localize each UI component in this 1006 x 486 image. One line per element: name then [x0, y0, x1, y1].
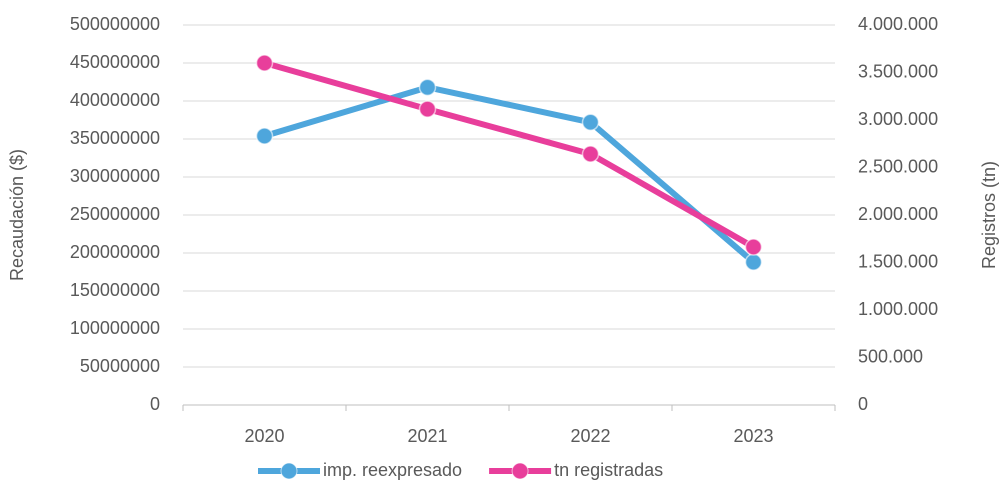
series-marker [255, 127, 274, 145]
x-tick-label: 2020 [244, 426, 284, 446]
y2-tick-label: 1.000.000 [858, 299, 938, 319]
y2-tick-label: 3.000.000 [858, 109, 938, 129]
x-tick-label: 2022 [570, 426, 610, 446]
legend-marker [511, 462, 529, 480]
y-tick-label: 100000000 [70, 318, 160, 338]
y-axis-label: Recaudación ($) [7, 149, 27, 281]
y-tick-label: 350000000 [70, 128, 160, 148]
y-tick-label: 200000000 [70, 242, 160, 262]
series-marker [255, 54, 274, 72]
y-tick-label: 500000000 [70, 14, 160, 34]
series-marker [581, 113, 600, 132]
series-marker [744, 253, 763, 271]
y2-axis-label: Registros (tn) [979, 161, 999, 269]
series-line [263, 84, 756, 265]
series-marker [744, 238, 763, 256]
legend-marker [280, 462, 298, 480]
y-tick-label: 50000000 [80, 356, 160, 376]
legend-label: tn registradas [554, 460, 663, 480]
y-tick-label: 250000000 [70, 204, 160, 224]
series-marker [418, 100, 437, 118]
y2-tick-label: 2.000.000 [858, 204, 938, 224]
legend-label: imp. reexpresado [323, 460, 462, 480]
y2-tick-label: 0 [858, 394, 868, 414]
y2-tick-label: 3.500.000 [858, 61, 938, 81]
y-tick-label: 300000000 [70, 166, 160, 186]
y-tick-label: 400000000 [70, 90, 160, 110]
x-tick-label: 2021 [407, 426, 447, 446]
y-tick-label: 150000000 [70, 280, 160, 300]
y-tick-label: 450000000 [70, 52, 160, 72]
y-tick-label: 0 [150, 394, 160, 414]
series-marker [418, 78, 437, 97]
y2-tick-label: 1.500.000 [858, 251, 938, 271]
x-tick-label: 2023 [733, 426, 773, 446]
y2-tick-label: 500.000 [858, 346, 923, 366]
series-line [263, 60, 755, 250]
y2-tick-label: 2.500.000 [858, 156, 938, 176]
y2-tick-label: 4.000.000 [858, 14, 938, 34]
series-marker [581, 145, 600, 163]
